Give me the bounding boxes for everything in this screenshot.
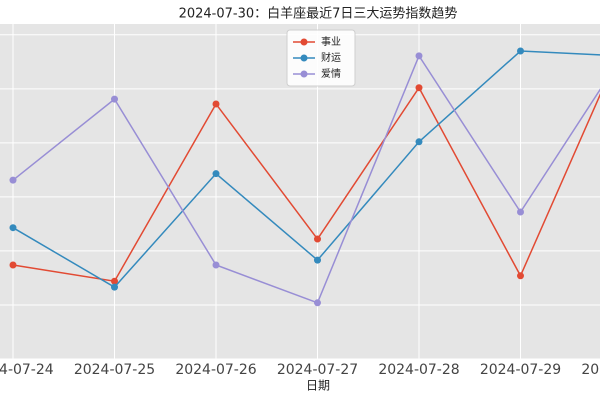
point: [111, 277, 118, 285]
point: [314, 299, 321, 307]
point: [111, 95, 118, 103]
x-axis-label: 日期: [306, 379, 330, 393]
point: [314, 235, 321, 243]
point: [415, 52, 423, 60]
x-tick-label: 2024-07-24: [0, 362, 54, 378]
point: [415, 138, 423, 146]
point: [9, 176, 17, 184]
point: [517, 47, 524, 55]
x-tick-label: 2024-07-25: [74, 362, 155, 378]
point: [111, 283, 118, 291]
point: [517, 272, 524, 280]
point: [9, 261, 17, 269]
legend-label: 事业: [321, 35, 341, 48]
x-tick-label: 2024-07-30: [581, 362, 600, 378]
x-tick-label: 2024-07-26: [175, 362, 256, 378]
point: [415, 84, 423, 92]
point: [517, 208, 524, 216]
x-tick-label: 2024-07-27: [277, 362, 358, 378]
legend-marker: [300, 38, 308, 46]
point: [212, 170, 220, 178]
point: [212, 100, 220, 108]
legend-label: 财运: [321, 51, 341, 64]
point: [9, 224, 17, 232]
legend-label: 爱情: [321, 67, 341, 80]
point: [212, 261, 220, 269]
x-tick-label: 2024-07-28: [378, 362, 459, 378]
legend-marker: [300, 54, 308, 62]
x-tick-label: 2024-07-29: [480, 362, 561, 378]
chart-title: 2024-07-30：白羊座最近7日三大运势指数趋势: [179, 6, 458, 22]
point: [314, 256, 321, 264]
legend-marker: [300, 70, 308, 78]
